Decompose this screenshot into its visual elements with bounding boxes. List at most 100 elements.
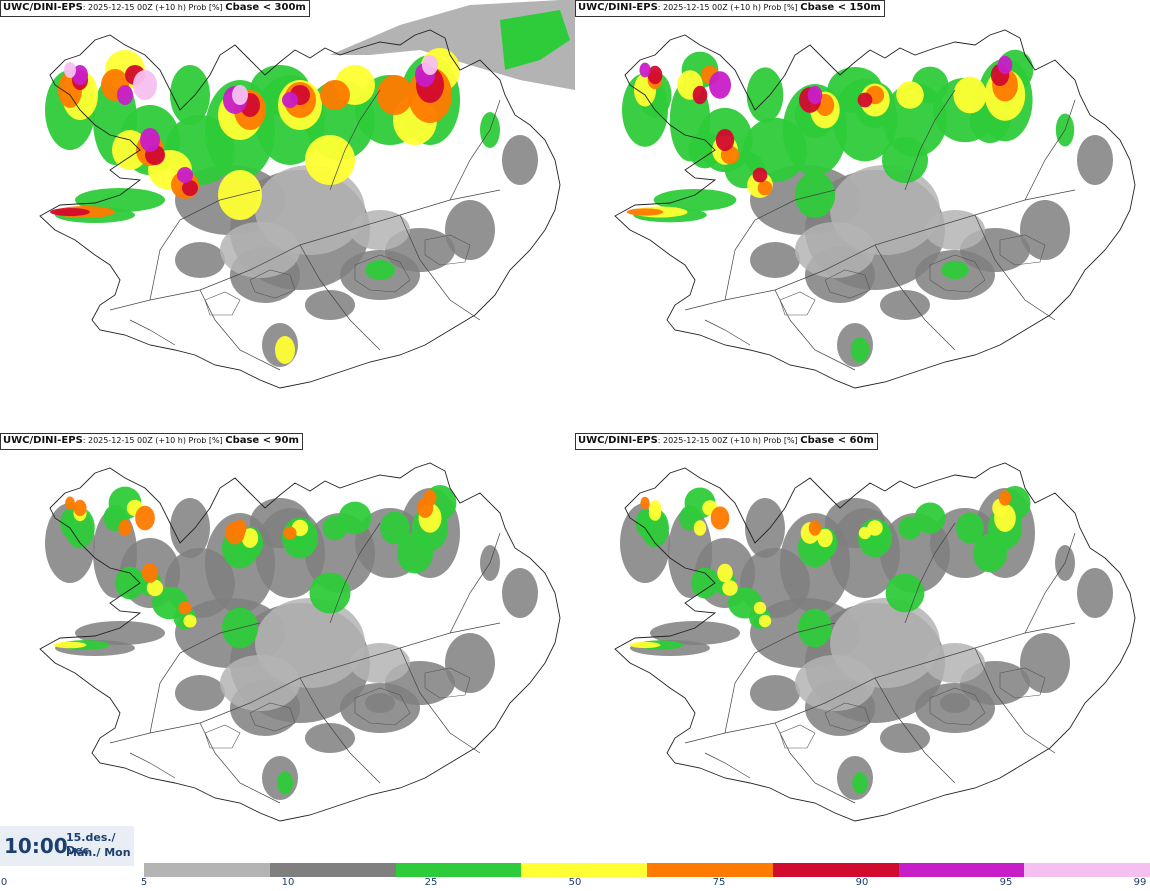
road-line — [449, 99, 501, 201]
probability-patch — [220, 222, 300, 278]
probability-patch — [914, 502, 946, 534]
coastline — [39, 29, 561, 389]
probability-patch — [117, 85, 133, 105]
probability-patch — [50, 208, 90, 216]
probability-patch — [693, 520, 707, 536]
probability-patch — [692, 85, 708, 105]
probability-patch — [350, 643, 410, 683]
coastline — [614, 462, 1136, 822]
road-line — [1024, 99, 1076, 201]
road-line — [129, 319, 176, 346]
probability-patch — [795, 222, 875, 278]
road-line — [904, 89, 956, 191]
legend-swatch — [772, 863, 899, 877]
probability-patch — [691, 567, 719, 599]
probability-patch — [639, 62, 651, 78]
probability-patch — [953, 76, 987, 114]
probability-patch — [752, 167, 768, 183]
icecap-outline — [779, 724, 816, 749]
probability-patch — [746, 67, 784, 123]
probability-patch — [850, 337, 870, 363]
color-legend — [144, 863, 1150, 877]
valid-date: 15.des./ Dec — [66, 831, 116, 857]
icecap-outline — [824, 269, 871, 299]
run-info: : 2025-12-15 00Z (+10 h) Prob [%] — [657, 436, 798, 445]
icecap-outline — [824, 702, 871, 732]
probability-patch — [745, 498, 785, 558]
icecap-outline — [999, 667, 1046, 699]
probability-patch — [118, 519, 132, 537]
probability-patch — [177, 167, 193, 183]
probability-patch — [377, 75, 413, 115]
icecap-outline — [779, 291, 816, 316]
probability-patch — [320, 80, 350, 110]
icecap-outline — [249, 269, 296, 299]
variable-label: Cbase < 300m — [225, 2, 306, 13]
probability-patch — [808, 520, 822, 536]
probability-patch — [940, 693, 970, 713]
run-info: : 2025-12-15 00Z (+10 h) Prob [%] — [657, 3, 798, 12]
road-line — [199, 289, 281, 371]
iceland-map — [39, 462, 561, 822]
probability-patch — [502, 135, 538, 185]
probability-patch — [175, 242, 225, 278]
road-line — [704, 752, 751, 779]
probability-patch — [857, 92, 873, 108]
road-line — [329, 522, 381, 624]
road-line — [149, 622, 261, 734]
variable-label: Cbase < 60m — [800, 435, 874, 446]
probability-patch — [807, 85, 823, 105]
probability-patch — [750, 242, 800, 278]
probability-patch — [941, 260, 969, 280]
probability-patch — [722, 580, 738, 596]
legend-swatch — [647, 863, 773, 877]
legend-tick-label: 50 — [568, 877, 582, 888]
probability-patch — [183, 614, 197, 628]
panel-title: UWC/DINI-EPS: 2025-12-15 00Z (+10 h) Pro… — [0, 0, 310, 17]
probability-patch — [852, 772, 868, 794]
road-line — [874, 677, 956, 784]
probability-patch — [445, 200, 495, 260]
probability-patch — [880, 723, 930, 753]
legend-tick-label: 95 — [999, 877, 1013, 888]
probability-patch — [1020, 633, 1070, 693]
probability-patch — [140, 128, 160, 152]
road-line — [974, 214, 1056, 321]
probability-patch — [1077, 568, 1113, 618]
probability-patch — [502, 568, 538, 618]
legend-swatch — [395, 863, 522, 877]
probability-patch — [365, 693, 395, 713]
map-panel-150m: UWC/DINI-EPS: 2025-12-15 00Z (+10 h) Pro… — [575, 0, 1150, 430]
probability-patch — [858, 526, 872, 540]
icecap-outline — [204, 724, 241, 749]
road-line — [299, 244, 381, 351]
probability-patch — [305, 290, 355, 320]
probability-patch — [998, 490, 1012, 506]
probability-patch — [170, 65, 210, 125]
legend-swatch — [144, 863, 270, 877]
probability-patch — [64, 62, 76, 78]
probability-patch — [925, 210, 985, 250]
probability-patch — [817, 528, 833, 548]
iceland-map — [614, 29, 1136, 389]
road-line — [199, 722, 281, 804]
probability-patch — [648, 500, 662, 516]
probability-patch — [1077, 135, 1113, 185]
panel-title: UWC/DINI-EPS: 2025-12-15 00Z (+10 h) Pro… — [0, 433, 303, 450]
road-line — [724, 622, 836, 734]
probability-patch — [305, 135, 355, 185]
iceland-map — [39, 0, 575, 389]
icecap-outline — [204, 291, 241, 316]
valid-time-box: 10:00 15.des./ Dec Mán./ Mon — [0, 826, 134, 866]
road-line — [974, 647, 1056, 754]
probability-patch — [178, 601, 192, 615]
model-name: UWC/DINI-EPS — [578, 2, 658, 13]
probability-patch — [795, 655, 875, 711]
probability-patch — [75, 188, 165, 212]
probability-patch — [647, 65, 663, 85]
probability-patch — [283, 526, 297, 540]
icecap-outline — [424, 234, 471, 266]
probability-patch — [305, 723, 355, 753]
variable-label: Cbase < 90m — [225, 435, 299, 446]
probability-patch — [350, 210, 410, 250]
